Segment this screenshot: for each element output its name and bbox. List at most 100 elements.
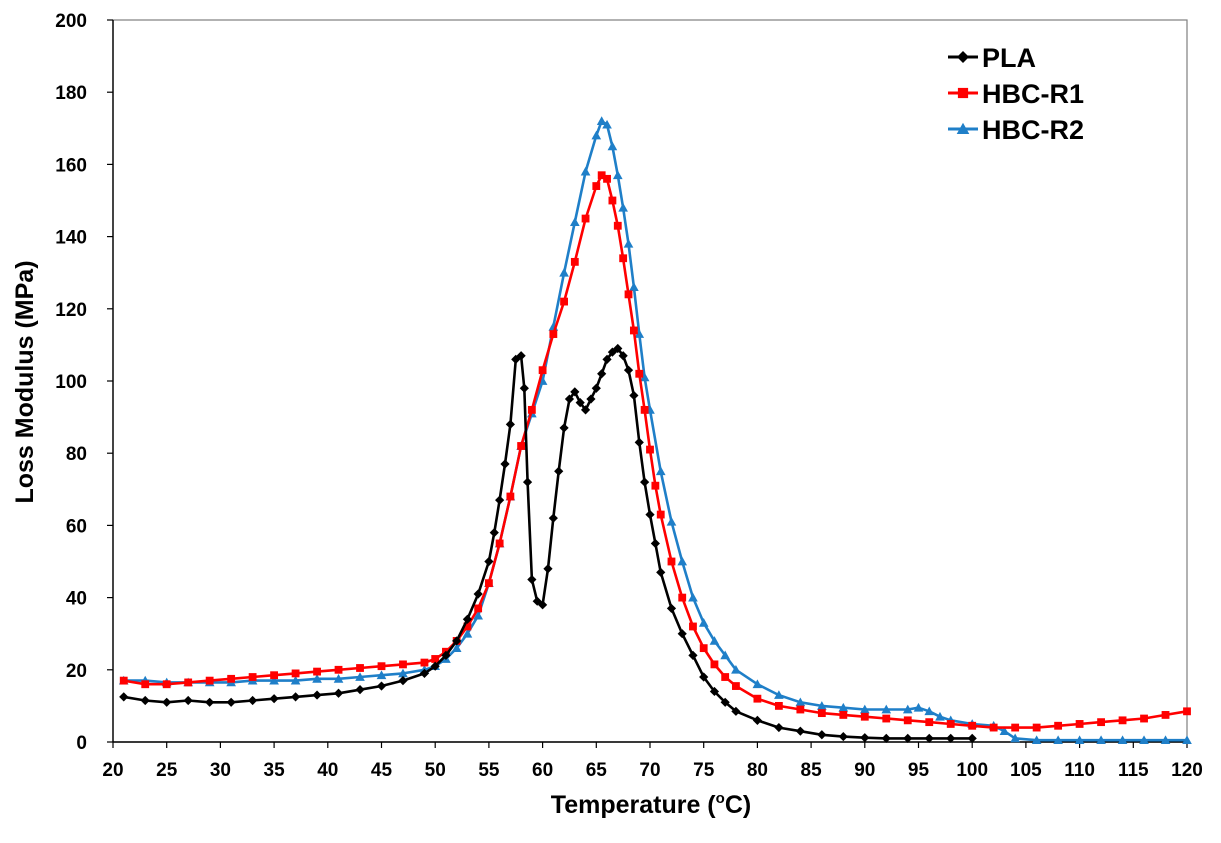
data-point-hbc-r1 [1140,714,1148,723]
data-point-pla [903,733,913,743]
data-point-pla [570,387,580,397]
data-point-pla [731,706,741,716]
data-point-hbc-r2 [795,697,806,707]
data-point-hbc-r1 [162,680,171,689]
data-point-hbc-r1 [710,660,719,669]
data-point-pla [709,686,720,697]
data-point-hbc-r1 [640,405,649,414]
x-tick-label: 115 [1118,760,1149,781]
data-point-hbc-r1 [377,662,386,671]
x-tick-label: 40 [317,760,338,781]
data-point-pla [527,574,537,585]
data-point-pla [248,695,258,706]
data-point-hbc-r1 [656,510,665,519]
data-point-hbc-r2 [596,116,607,125]
data-point-hbc-r2 [838,702,849,712]
data-point-hbc-r1 [184,678,193,687]
legend: PLA HBC-R1 HBC-R2 [948,43,1084,145]
data-point-pla [699,672,709,682]
data-point-hbc-r1 [527,405,536,414]
legend-marker-pla [957,51,969,63]
data-point-pla [564,394,575,404]
data-point-pla [597,369,607,379]
data-point-hbc-r1 [141,680,150,689]
data-point-pla [645,509,655,520]
data-point-pla [591,383,601,393]
x-axis: 20 25 30 35 40 45 50 55 60 65 70 75 80 85 90 95 100 105 11… [102,741,1203,781]
data-point-pla [720,697,730,707]
x-tick-label: 25 [156,760,178,781]
data-point-hbc-r1 [667,557,676,566]
data-point-hbc-r1 [968,721,977,730]
data-point-hbc-r1 [678,593,687,602]
data-point-hbc-r1 [624,290,633,299]
data-point-pla [677,629,687,639]
data-point-pla [205,697,215,707]
data-point-pla [516,351,526,361]
data-point-hbc-r1 [1054,721,1063,730]
data-point-hbc-r1 [420,658,429,667]
x-tick-label: 110 [1064,760,1095,781]
data-point-hbc-r1 [538,366,547,375]
y-tick-label: 180 [55,83,87,104]
data-point-hbc-r2 [1010,733,1020,743]
data-point-hbc-r1 [570,257,579,266]
series-hbc-r1 [119,171,1191,732]
data-point-hbc-r2 [473,610,483,620]
data-point-hbc-r2 [1074,735,1085,745]
data-point-pla [269,694,279,704]
data-point-pla [602,354,612,364]
data-point-hbc-r2 [569,217,580,227]
data-point-pla [554,466,564,476]
x-tick-label: 95 [908,760,930,781]
data-point-pla [398,676,408,686]
data-point-hbc-r1 [839,711,848,719]
data-point-hbc-r2 [1031,735,1042,745]
data-point-hbc-r2 [355,672,365,681]
data-point-hbc-r2 [688,592,698,602]
data-point-hbc-r2 [462,628,473,638]
data-point-pla [376,681,387,691]
data-point-hbc-r1 [227,674,236,683]
data-point-hbc-r1 [613,221,622,230]
data-point-hbc-r2 [709,636,720,645]
x-axis-title-unit: C) [725,791,751,819]
y-tick-label: 160 [55,155,87,176]
data-point-pla [140,695,150,706]
y-tick-label: 100 [55,372,87,393]
data-point-pla [519,383,529,393]
data-point-hbc-r2 [731,664,741,674]
data-point-hbc-r2 [655,466,666,476]
data-point-hbc-r2 [618,202,628,212]
data-point-hbc-r2 [902,704,913,714]
data-point-hbc-r2 [999,726,1010,736]
data-point-hbc-r2 [602,119,612,129]
data-point-hbc-r2 [881,704,892,714]
data-point-hbc-r1 [517,442,526,450]
data-point-pla [543,564,553,574]
data-point-hbc-r2 [269,675,279,685]
data-point-pla [607,347,618,357]
data-point-hbc-r2 [612,170,623,180]
data-point-hbc-r2 [629,282,639,292]
x-tick-label: 20 [102,760,123,781]
data-point-hbc-r1 [1032,723,1041,732]
data-point-hbc-r1 [774,701,783,710]
data-point-pla [752,715,762,725]
data-point-hbc-r1 [1118,716,1127,725]
data-point-hbc-r2 [559,267,569,277]
data-point-hbc-r2 [924,706,935,716]
data-point-hbc-r1 [646,445,654,454]
data-point-hbc-r1 [205,676,214,685]
data-point-hbc-r1 [946,720,955,728]
x-tick-label: 75 [693,760,715,781]
data-point-pla [634,437,644,447]
data-point-hbc-r2 [1117,735,1128,745]
y-tick-label: 20 [66,661,87,682]
data-point-pla [640,477,650,487]
data-point-pla [774,722,784,733]
data-point-hbc-r1 [506,492,515,501]
data-point-pla [441,650,451,660]
data-point-hbc-r2 [817,701,827,710]
